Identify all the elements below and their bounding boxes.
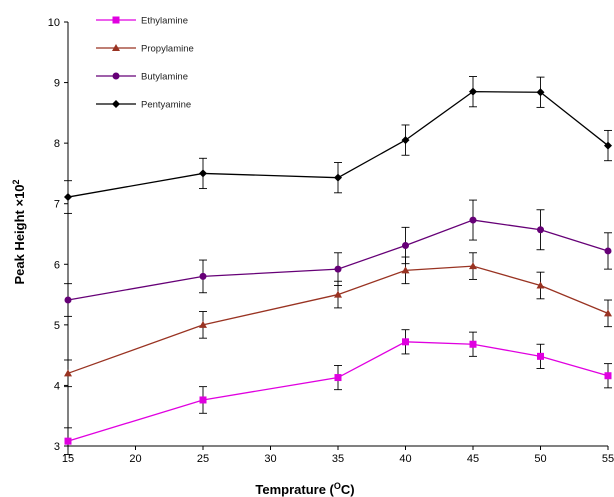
y-tick-label: 10 [48, 17, 60, 29]
data-point [334, 173, 342, 182]
data-point [604, 141, 612, 150]
data-point [537, 352, 544, 360]
series-ethylamine [64, 329, 612, 455]
data-point [469, 216, 477, 224]
data-point [469, 340, 477, 348]
data-point [64, 193, 72, 202]
series-layer [64, 76, 612, 455]
legend-label: Propylamine [141, 44, 194, 55]
data-point [536, 281, 545, 289]
x-tick-label: 35 [332, 453, 344, 465]
series-pentyamine [64, 76, 612, 214]
legend-marker [112, 100, 120, 108]
series-butylamine [64, 199, 612, 317]
series-line [67, 341, 609, 442]
data-point [401, 266, 410, 274]
legend-marker [112, 16, 120, 24]
x-tick-label: 50 [534, 453, 546, 465]
legend: Ethylamine Propylamine Butylamine Pentyamin… [96, 16, 194, 111]
legend-label: Butylamine [141, 72, 188, 83]
data-point [199, 272, 207, 280]
data-point [469, 262, 477, 270]
x-tick-label: 45 [467, 453, 479, 465]
data-point [604, 372, 612, 380]
y-axis-title: Peak Height ×102 [11, 179, 27, 284]
legend-marker [112, 72, 120, 80]
x-tick-label: 15 [62, 453, 74, 465]
data-point [537, 226, 544, 234]
data-point [199, 169, 207, 178]
y-tick-label: 3 [54, 441, 60, 453]
legend-marker [112, 44, 120, 51]
data-point [334, 290, 342, 298]
data-point [402, 242, 409, 250]
data-point [536, 88, 545, 97]
legend-label: Pentyamine [141, 100, 191, 111]
x-tick-label: 25 [197, 453, 209, 465]
y-tick-label: 4 [54, 380, 60, 392]
x-tick-label: 55 [602, 453, 614, 465]
data-point [469, 87, 477, 96]
y-tick-label: 6 [54, 259, 60, 271]
y-tick-label: 7 [54, 199, 60, 211]
series-propylamine [64, 252, 612, 388]
data-point [604, 247, 612, 255]
data-point [334, 374, 342, 382]
x-tick-label: 40 [399, 453, 411, 465]
data-point [64, 296, 72, 304]
y-tick-label: 5 [54, 320, 60, 332]
legend-item-propylamine: Propylamine [96, 44, 194, 55]
data-point [604, 309, 612, 317]
x-tick-label: 20 [129, 453, 141, 465]
data-point [334, 265, 342, 273]
legend-label: Ethylamine [141, 16, 188, 27]
y-tick-label: 8 [54, 138, 60, 150]
legend-item-butylamine: Butylamine [96, 72, 188, 83]
data-point [402, 338, 409, 346]
legend-item-pentyamine: Pentyamine [96, 100, 191, 111]
x-tick-label: 30 [264, 453, 276, 465]
y-tick-label: 9 [54, 78, 60, 90]
data-point [64, 437, 72, 445]
legend-item-ethylamine: Ethylamine [96, 16, 188, 27]
data-point [199, 396, 207, 404]
x-axis-title: Temprature (OC) [255, 481, 354, 497]
data-point [64, 369, 72, 377]
data-point [199, 320, 207, 328]
data-point [401, 136, 410, 145]
